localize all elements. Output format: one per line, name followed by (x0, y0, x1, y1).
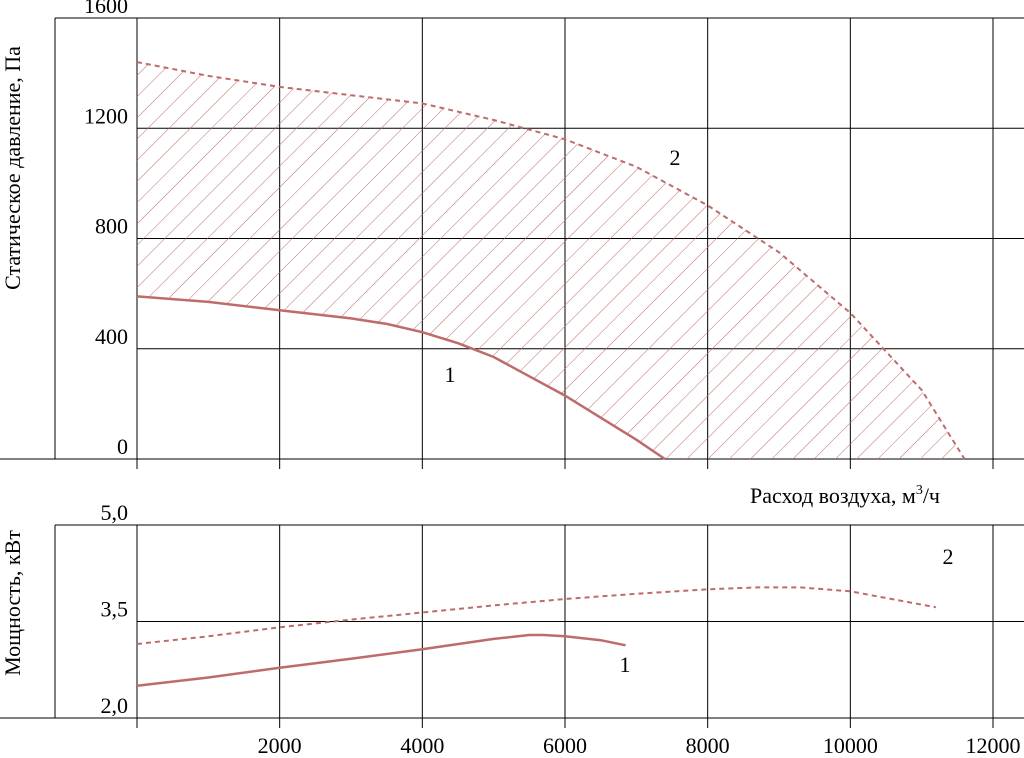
pressure-y-axis-title: Статическое давление, Па (0, 46, 25, 290)
x-axis-title-main: Расход воздуха, м (750, 483, 916, 508)
power-curve-1-label: 1 (620, 652, 631, 677)
pressure-curve-2 (136, 61, 966, 460)
pressure-curve-2-label: 2 (670, 145, 681, 170)
power-y-ticks: 5,0 3,5 2,0 (101, 500, 129, 718)
pressure-y-tick-label: 400 (95, 324, 128, 349)
power-y-tick-label: 5,0 (101, 500, 129, 525)
power-x-tick-label: 2000 (258, 733, 302, 758)
x-axis-title-tail: /ч (923, 483, 940, 508)
feasible-region-hatch (137, 62, 965, 459)
power-curve-1 (136, 633, 626, 688)
power-curve-2-label: 2 (943, 544, 954, 569)
power-x-ticks: 2000 4000 6000 8000 10000 12000 (258, 733, 1021, 758)
pressure-chart: 1600 1200 800 400 0 Статическое давление, Па… (0, 0, 1024, 508)
power-x-tick-label: 12000 (966, 733, 1021, 758)
power-x-tick-label: 4000 (400, 733, 444, 758)
pressure-curve-1 (136, 295, 666, 461)
power-x-tick-label: 10000 (823, 733, 878, 758)
pressure-y-tick-label: 1200 (84, 103, 128, 128)
power-series (136, 586, 937, 688)
power-grid (0, 524, 1024, 728)
x-axis-title-exp: 3 (916, 483, 923, 498)
power-x-tick-label: 8000 (686, 733, 730, 758)
power-x-tick-label: 6000 (543, 733, 587, 758)
power-chart: 5,0 3,5 2,0 2000 4000 6000 8000 10000 12000 Мощ… (0, 500, 1024, 758)
pressure-y-ticks: 1600 1200 800 400 0 (84, 0, 128, 459)
pressure-y-tick-label: 800 (95, 214, 128, 239)
pressure-y-tick-label: 0 (117, 434, 128, 459)
pressure-x-axis-title: Расход воздуха, м3/ч (750, 483, 940, 508)
pressure-curve-1-label: 1 (445, 362, 456, 387)
pressure-y-tick-label: 1600 (84, 0, 128, 18)
power-y-tick-label: 2,0 (101, 693, 129, 718)
power-y-axis-title: Мощность, кВт (0, 530, 25, 676)
power-curve-2 (136, 586, 937, 645)
power-y-tick-label: 3,5 (101, 597, 129, 622)
pressure-series (136, 61, 966, 461)
